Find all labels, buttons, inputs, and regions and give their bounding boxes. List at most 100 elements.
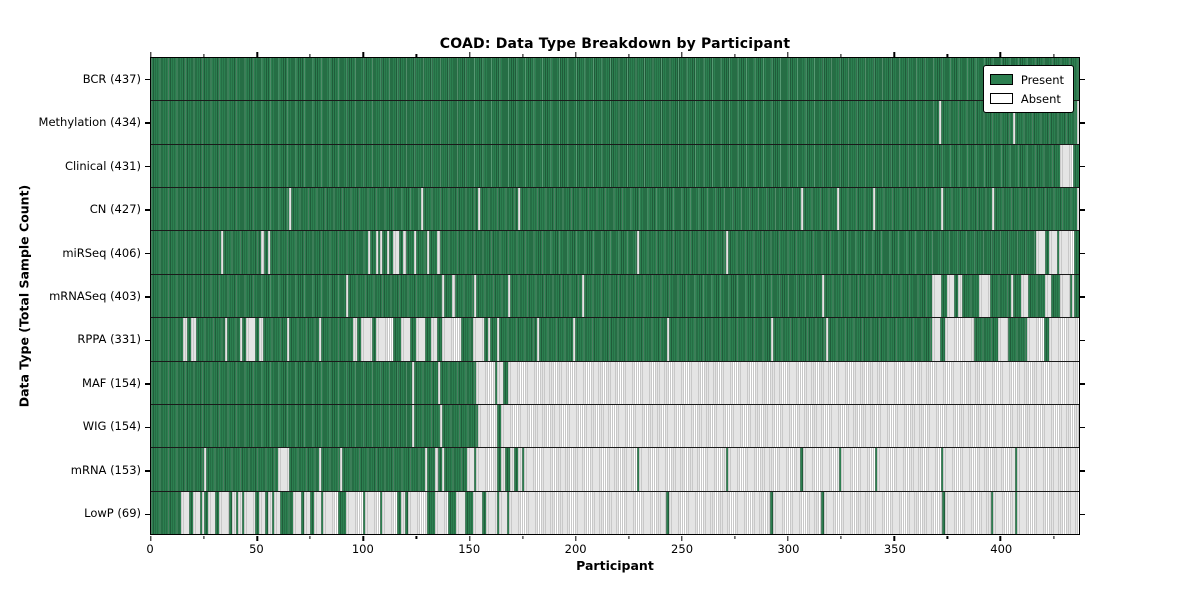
present-segment xyxy=(235,491,238,534)
absent-segment xyxy=(259,318,264,361)
absent-segment xyxy=(424,448,427,491)
x-tick xyxy=(575,51,577,57)
present-segment xyxy=(280,491,293,534)
absent-segment xyxy=(426,231,429,274)
x-tick xyxy=(256,51,258,57)
x-tick xyxy=(256,535,258,541)
present-segment xyxy=(199,491,202,534)
present-segment xyxy=(214,491,219,534)
present-segment xyxy=(666,491,669,534)
x-tick-label: 200 xyxy=(564,542,587,556)
absent-segment xyxy=(204,448,207,491)
absent-segment xyxy=(452,274,455,318)
y-tick xyxy=(145,426,150,429)
absent-segment xyxy=(375,231,379,274)
x-tick xyxy=(893,51,895,57)
present-segment xyxy=(409,318,417,361)
x-tick xyxy=(362,535,365,541)
present-segment xyxy=(382,231,387,274)
present-segment xyxy=(291,188,421,231)
absent-segment xyxy=(498,491,508,534)
present-segment xyxy=(824,274,933,318)
present-segment xyxy=(265,491,268,534)
absent-segment xyxy=(412,361,415,404)
absent-segment xyxy=(840,448,875,491)
present-segment xyxy=(320,448,340,491)
present-segment xyxy=(507,491,510,534)
present-segment xyxy=(301,491,304,534)
present-segment xyxy=(151,58,1079,101)
y-tick xyxy=(1080,470,1085,472)
row-label-cn: CN (427) xyxy=(89,202,141,217)
present-segment xyxy=(460,318,474,361)
present-segment xyxy=(414,404,440,448)
y-tick xyxy=(1080,426,1085,429)
present-segment xyxy=(337,491,346,534)
y-tick xyxy=(145,513,150,515)
present-segment xyxy=(424,318,431,361)
present-segment xyxy=(639,231,727,274)
absent-segment xyxy=(225,318,228,361)
present-segment xyxy=(770,491,773,534)
present-segment xyxy=(940,274,948,318)
x-tick xyxy=(734,53,736,57)
x-tick xyxy=(893,535,895,541)
absent-segment xyxy=(403,231,406,274)
x-tick xyxy=(999,51,1002,57)
absent-segment xyxy=(1021,274,1028,318)
present-segment xyxy=(428,231,438,274)
absent-segment xyxy=(261,231,264,274)
present-segment xyxy=(464,491,474,534)
x-tick xyxy=(946,53,948,57)
present-segment xyxy=(187,318,192,361)
absent-segment xyxy=(259,491,266,534)
present-segment xyxy=(414,361,438,404)
y-tick xyxy=(1080,513,1085,515)
absent-segment xyxy=(509,448,514,491)
present-segment xyxy=(989,274,1011,318)
present-segment xyxy=(481,491,486,534)
present-segment xyxy=(494,361,498,404)
plot-area: Present Absent xyxy=(145,51,1085,541)
row-label-rppa: RPPA (331) xyxy=(77,332,141,347)
absent-segment xyxy=(942,448,1015,491)
x-tick-label: 100 xyxy=(351,542,374,556)
absent-segment xyxy=(728,448,801,491)
present-segment xyxy=(229,491,232,534)
present-segment xyxy=(522,448,525,491)
absent-segment xyxy=(1072,274,1075,318)
absent-segment xyxy=(286,318,289,361)
chart-title: COAD: Data Type Breakdown by Participant xyxy=(439,36,791,52)
present-segment xyxy=(378,231,381,274)
absent-segment xyxy=(318,448,321,491)
absent-segment xyxy=(501,448,506,491)
absent-segment xyxy=(932,274,941,318)
y-tick xyxy=(145,383,150,385)
present-segment xyxy=(426,448,436,491)
present-segment xyxy=(342,448,425,491)
present-segment xyxy=(539,318,574,361)
present-segment xyxy=(1044,318,1049,361)
absent-segment xyxy=(322,491,338,534)
present-segment xyxy=(496,491,499,534)
row-label-methylation: Methylation (434) xyxy=(38,115,141,130)
present-segment xyxy=(206,448,279,491)
present-segment xyxy=(1044,231,1049,274)
absent-segment xyxy=(414,231,417,274)
x-tick xyxy=(946,535,948,539)
present-segment xyxy=(940,448,943,491)
present-segment xyxy=(575,318,667,361)
x-axis-title: Participant xyxy=(576,558,654,573)
present-segment xyxy=(254,318,260,361)
absent-segment xyxy=(1044,274,1052,318)
present-segment xyxy=(362,491,366,534)
present-segment xyxy=(497,404,502,448)
present-segment xyxy=(509,274,582,318)
present-segment xyxy=(309,491,315,534)
x-tick xyxy=(150,535,152,541)
absent-segment xyxy=(193,491,200,534)
x-tick xyxy=(468,535,471,541)
absent-segment xyxy=(1027,318,1045,361)
present-segment xyxy=(490,318,497,361)
